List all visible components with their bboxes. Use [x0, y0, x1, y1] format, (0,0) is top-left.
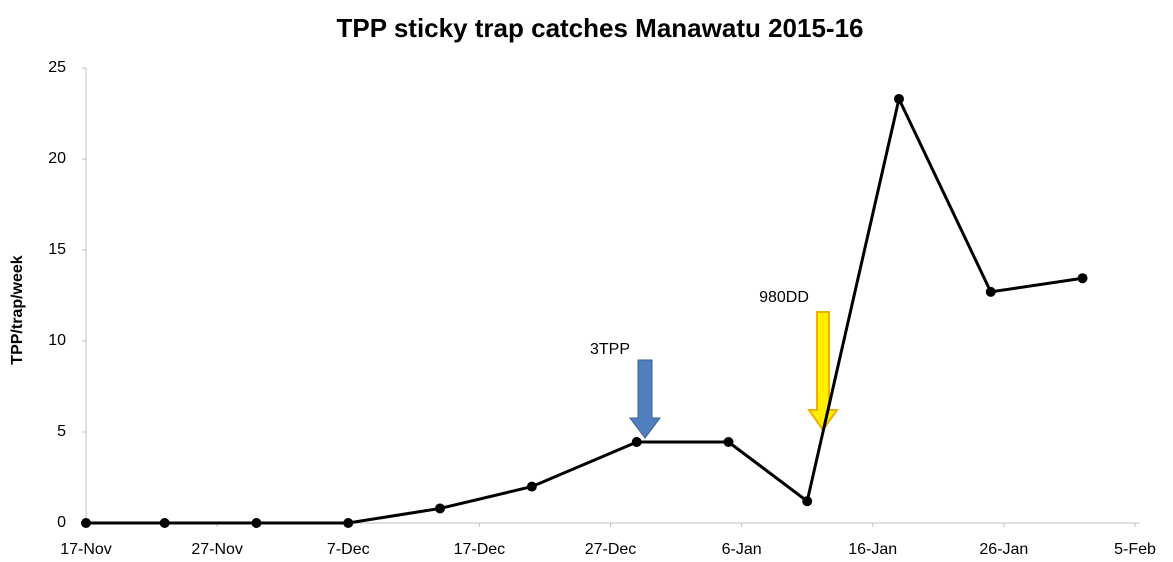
- x-tick-label: 16-Jan: [848, 541, 897, 558]
- x-tick-label: 26-Jan: [979, 541, 1028, 558]
- y-tick-label: 5: [57, 423, 66, 440]
- point: [435, 503, 446, 514]
- x-tick-label: 5-Feb: [1114, 541, 1156, 558]
- annotation: 3TPP: [590, 341, 630, 358]
- point: [985, 286, 996, 297]
- point: [81, 518, 91, 528]
- annotation: 980DD: [759, 289, 809, 306]
- point: [526, 481, 537, 492]
- point: [893, 93, 904, 104]
- x-tick-label: 27-Dec: [585, 541, 637, 558]
- y-tick-label: 15: [48, 241, 66, 258]
- x-tick-label: 17-Nov: [60, 541, 112, 558]
- point: [631, 437, 642, 448]
- x-tick-label: 27-Nov: [191, 541, 243, 558]
- arrow: [629, 359, 661, 439]
- x-tick-label: 6-Jan: [722, 541, 762, 558]
- arrow: [807, 311, 839, 432]
- y-tick-label: 25: [48, 59, 66, 76]
- y-tick-label: 0: [57, 514, 66, 531]
- point: [723, 437, 734, 448]
- point: [251, 518, 262, 528]
- x-tick-label: 7-Dec: [327, 541, 370, 558]
- line: [86, 94, 1083, 525]
- point: [159, 518, 170, 528]
- y-tick-label: 10: [48, 332, 66, 349]
- chart-title: TPP sticky trap catches Manawatu 2015-16: [337, 13, 864, 43]
- x-tick-label: 17-Dec: [454, 541, 506, 558]
- point: [343, 518, 354, 528]
- y-tick-label: 20: [48, 150, 66, 167]
- point: [1077, 273, 1088, 284]
- point: [802, 496, 813, 507]
- y-axis-label: TPP/trap/week: [9, 255, 26, 364]
